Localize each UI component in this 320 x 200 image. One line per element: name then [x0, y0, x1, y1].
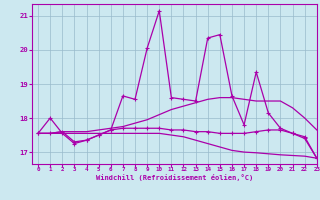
X-axis label: Windchill (Refroidissement éolien,°C): Windchill (Refroidissement éolien,°C)	[96, 174, 253, 181]
